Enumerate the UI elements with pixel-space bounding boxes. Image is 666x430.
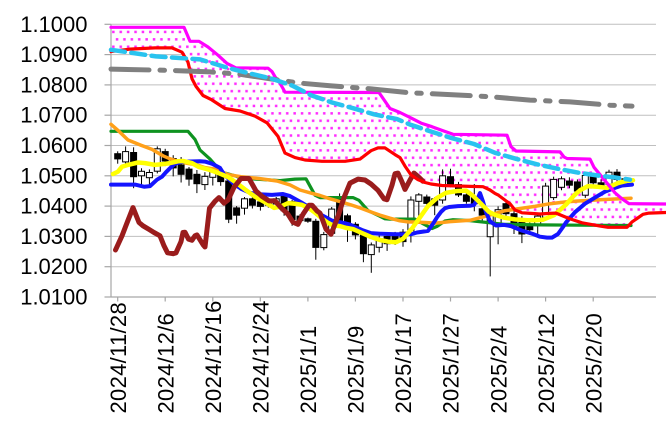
svg-text:2025/1/27: 2025/1/27 [439,313,464,414]
svg-text:1.0700: 1.0700 [20,103,87,128]
svg-text:1.0400: 1.0400 [20,194,87,219]
svg-text:1.0200: 1.0200 [20,254,87,279]
svg-text:2025/2/20: 2025/2/20 [581,313,606,414]
svg-text:2024/11/28: 2024/11/28 [106,302,131,413]
svg-text:1.0100: 1.0100 [20,285,87,310]
svg-text:2024/12/16: 2024/12/16 [201,300,226,413]
svg-text:1.0800: 1.0800 [20,72,87,97]
svg-text:2025/2/12: 2025/2/12 [534,313,559,414]
svg-text:2024/12/24: 2024/12/24 [249,300,274,413]
svg-text:1.1000: 1.1000 [20,12,87,37]
svg-text:1.0600: 1.0600 [20,133,87,158]
svg-text:2025/1/9: 2025/1/9 [344,325,369,413]
svg-text:1.0500: 1.0500 [20,163,87,188]
svg-text:2024/12/6: 2024/12/6 [153,313,178,414]
svg-text:1.0300: 1.0300 [20,224,87,249]
svg-text:1.0900: 1.0900 [20,42,87,67]
svg-text:2025/1/1: 2025/1/1 [296,325,321,413]
svg-text:2025/2/4: 2025/2/4 [486,325,511,413]
svg-text:2025/1/17: 2025/1/17 [391,313,416,414]
